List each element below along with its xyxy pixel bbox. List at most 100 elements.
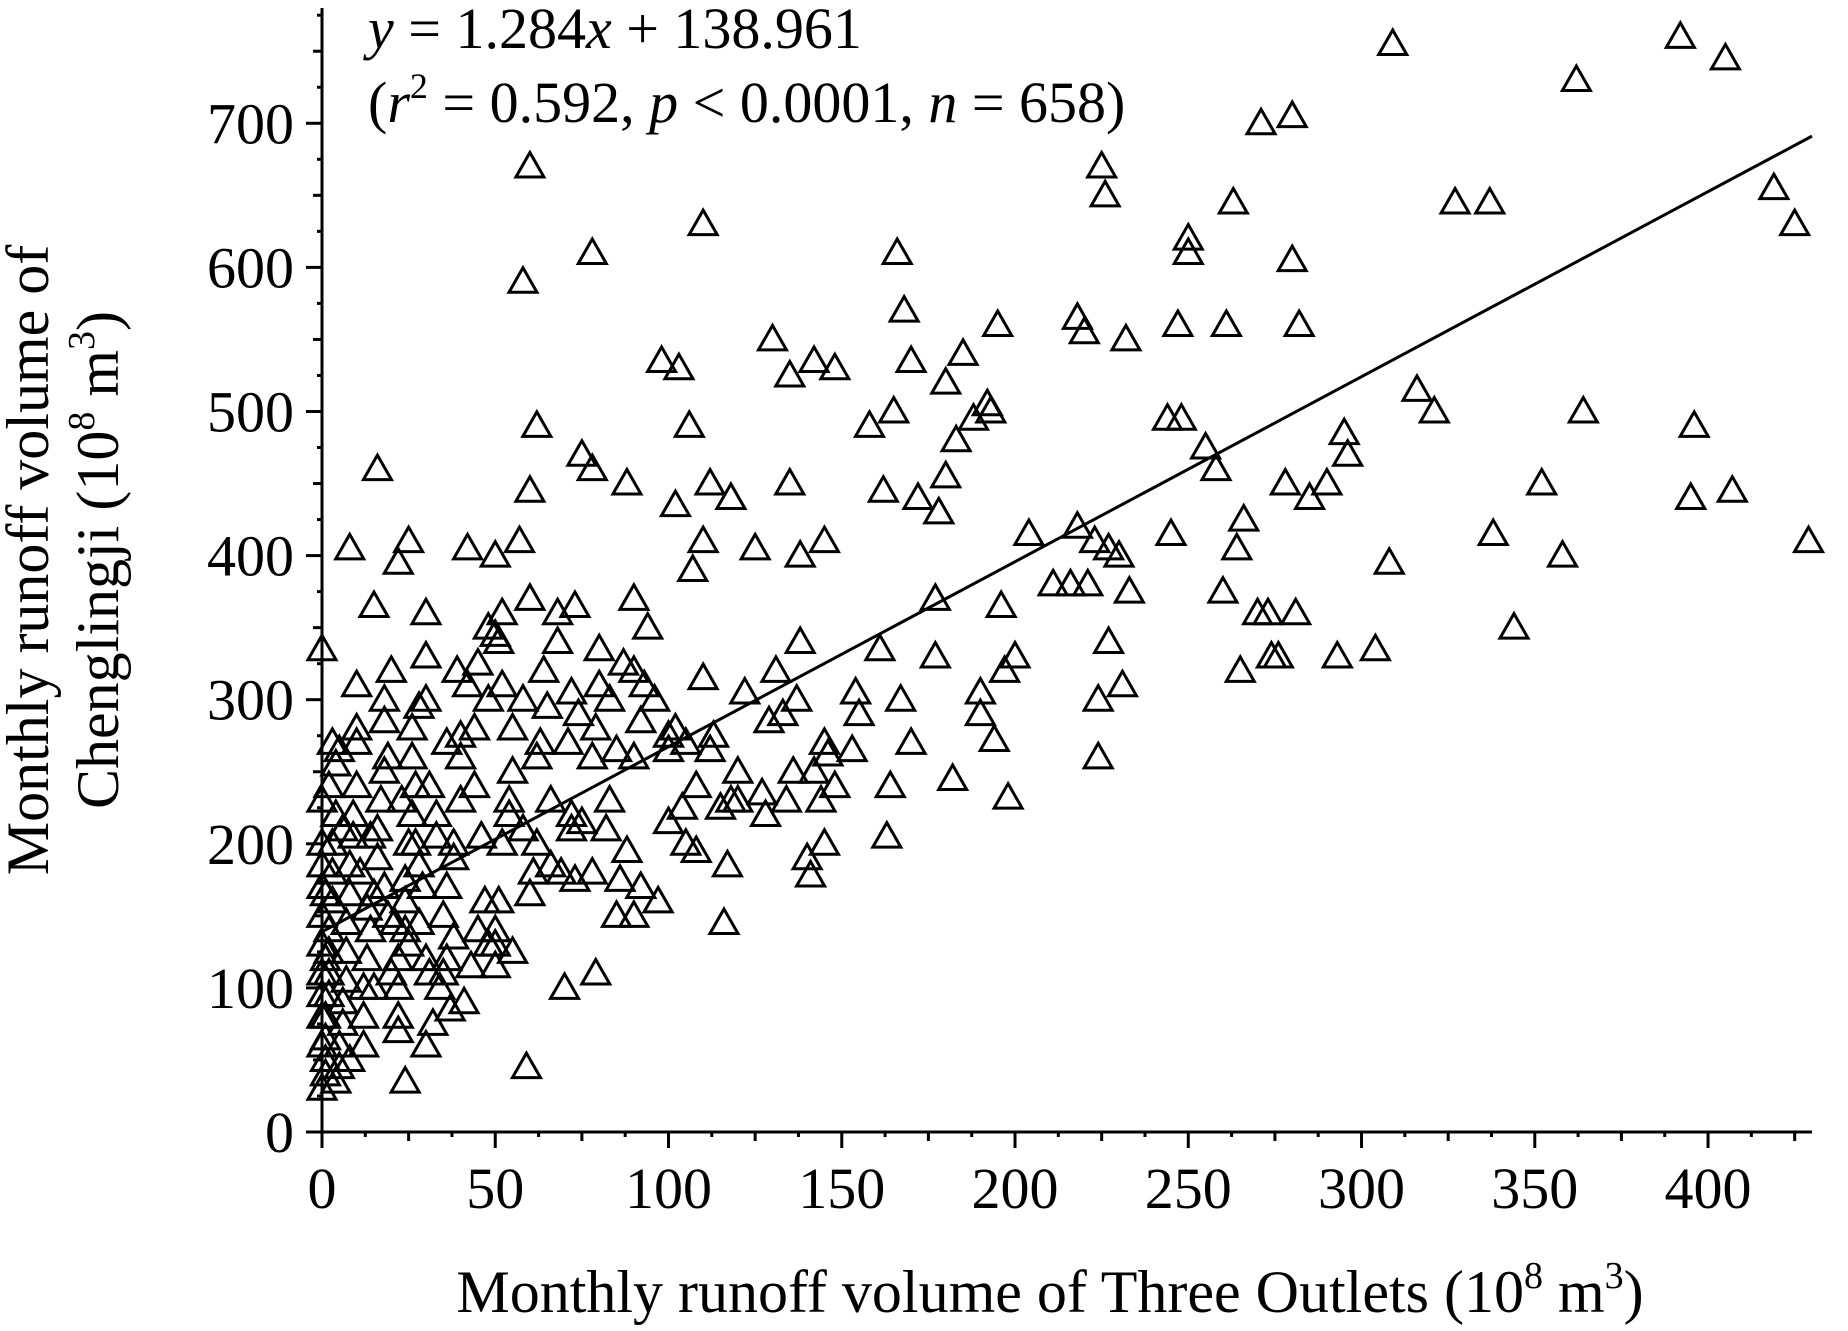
data-point xyxy=(534,783,568,813)
data-point xyxy=(423,970,457,1000)
data-point xyxy=(641,884,675,914)
stats-n-val: = 658) xyxy=(957,70,1125,135)
data-point xyxy=(936,761,970,791)
data-point xyxy=(340,769,374,799)
x-tick-label: 50 xyxy=(466,1156,524,1221)
data-point xyxy=(759,653,793,683)
y-axis-title-unit: m xyxy=(65,350,131,412)
x-tick-label: 200 xyxy=(972,1156,1059,1221)
data-point xyxy=(1275,243,1309,273)
data-point xyxy=(315,725,349,755)
data-point xyxy=(1150,401,1185,431)
data-point xyxy=(624,870,658,900)
data-point xyxy=(1497,610,1531,640)
data-point xyxy=(322,1050,356,1080)
data-point xyxy=(863,632,897,662)
data-point xyxy=(343,855,377,885)
data-point xyxy=(385,783,419,813)
data-point xyxy=(1078,524,1112,554)
data-point xyxy=(471,682,505,712)
data-point xyxy=(402,689,436,719)
data-point xyxy=(894,344,928,374)
data-point xyxy=(662,351,696,381)
data-point xyxy=(409,639,443,669)
data-point xyxy=(336,819,370,849)
data-point xyxy=(981,308,1015,338)
data-point xyxy=(513,473,547,503)
data-point xyxy=(412,769,447,799)
data-point xyxy=(918,639,952,669)
data-point xyxy=(631,610,665,640)
data-point xyxy=(551,725,585,755)
data-point xyxy=(1791,524,1826,554)
data-point xyxy=(773,466,807,496)
data-point xyxy=(1559,63,1593,93)
data-point xyxy=(478,617,512,647)
data-point xyxy=(378,906,412,936)
data-point xyxy=(471,610,505,640)
regression-equation: y = 1.284x + 138.961 xyxy=(363,0,862,61)
data-point xyxy=(357,589,391,619)
data-point xyxy=(1012,516,1046,546)
data-point xyxy=(1476,516,1510,546)
data-point xyxy=(894,725,928,755)
data-point xyxy=(776,754,810,784)
data-point xyxy=(402,906,436,936)
data-point xyxy=(437,920,471,950)
data-point xyxy=(416,1006,450,1036)
data-point xyxy=(315,855,349,885)
data-point xyxy=(807,725,842,755)
x-axis-title-sup: 8 xyxy=(1524,1255,1543,1297)
data-point xyxy=(381,999,415,1029)
y-axis-title-sup2: 3 xyxy=(61,331,103,350)
data-point xyxy=(575,235,609,265)
data-point xyxy=(790,841,824,871)
data-point xyxy=(527,653,561,683)
data-point xyxy=(579,711,613,741)
data-point xyxy=(783,625,817,655)
data-point xyxy=(305,999,339,1029)
data-point xyxy=(395,740,429,770)
x-tick-label: 0 xyxy=(308,1156,337,1221)
data-point xyxy=(1663,19,1697,49)
data-point xyxy=(582,668,616,698)
data-point xyxy=(1292,480,1327,510)
data-point xyxy=(509,1050,544,1080)
data-point xyxy=(807,826,842,856)
data-point xyxy=(340,711,374,741)
fit-line-group xyxy=(321,134,1813,934)
data-point xyxy=(520,408,554,438)
data-point xyxy=(797,754,831,784)
data-point xyxy=(419,797,453,827)
data-point xyxy=(1081,740,1115,770)
data-point xyxy=(1331,437,1365,467)
data-point xyxy=(506,264,540,294)
data-point xyxy=(599,898,634,928)
data-point xyxy=(360,812,395,842)
y-axis-title-sup: 8 xyxy=(61,412,103,431)
data-point xyxy=(672,408,706,438)
data-point xyxy=(388,1064,422,1094)
data-point xyxy=(547,970,582,1000)
x-tick-label: 100 xyxy=(625,1156,712,1221)
data-point xyxy=(485,826,519,856)
data-point xyxy=(901,480,935,510)
data-point xyxy=(589,812,623,842)
data-point xyxy=(1268,466,1302,496)
data-point xyxy=(305,1028,339,1058)
data-point xyxy=(818,769,852,799)
data-point xyxy=(398,769,433,799)
data-point xyxy=(866,473,900,503)
data-point xyxy=(409,596,443,626)
data-point xyxy=(1282,308,1316,338)
stats-r: r xyxy=(387,70,410,135)
data-point xyxy=(575,740,609,770)
data-point xyxy=(963,697,997,727)
data-point xyxy=(450,668,485,698)
data-point xyxy=(929,459,963,489)
data-point xyxy=(880,235,914,265)
data-point xyxy=(419,819,453,849)
data-point xyxy=(554,812,589,842)
data-point xyxy=(444,740,478,770)
